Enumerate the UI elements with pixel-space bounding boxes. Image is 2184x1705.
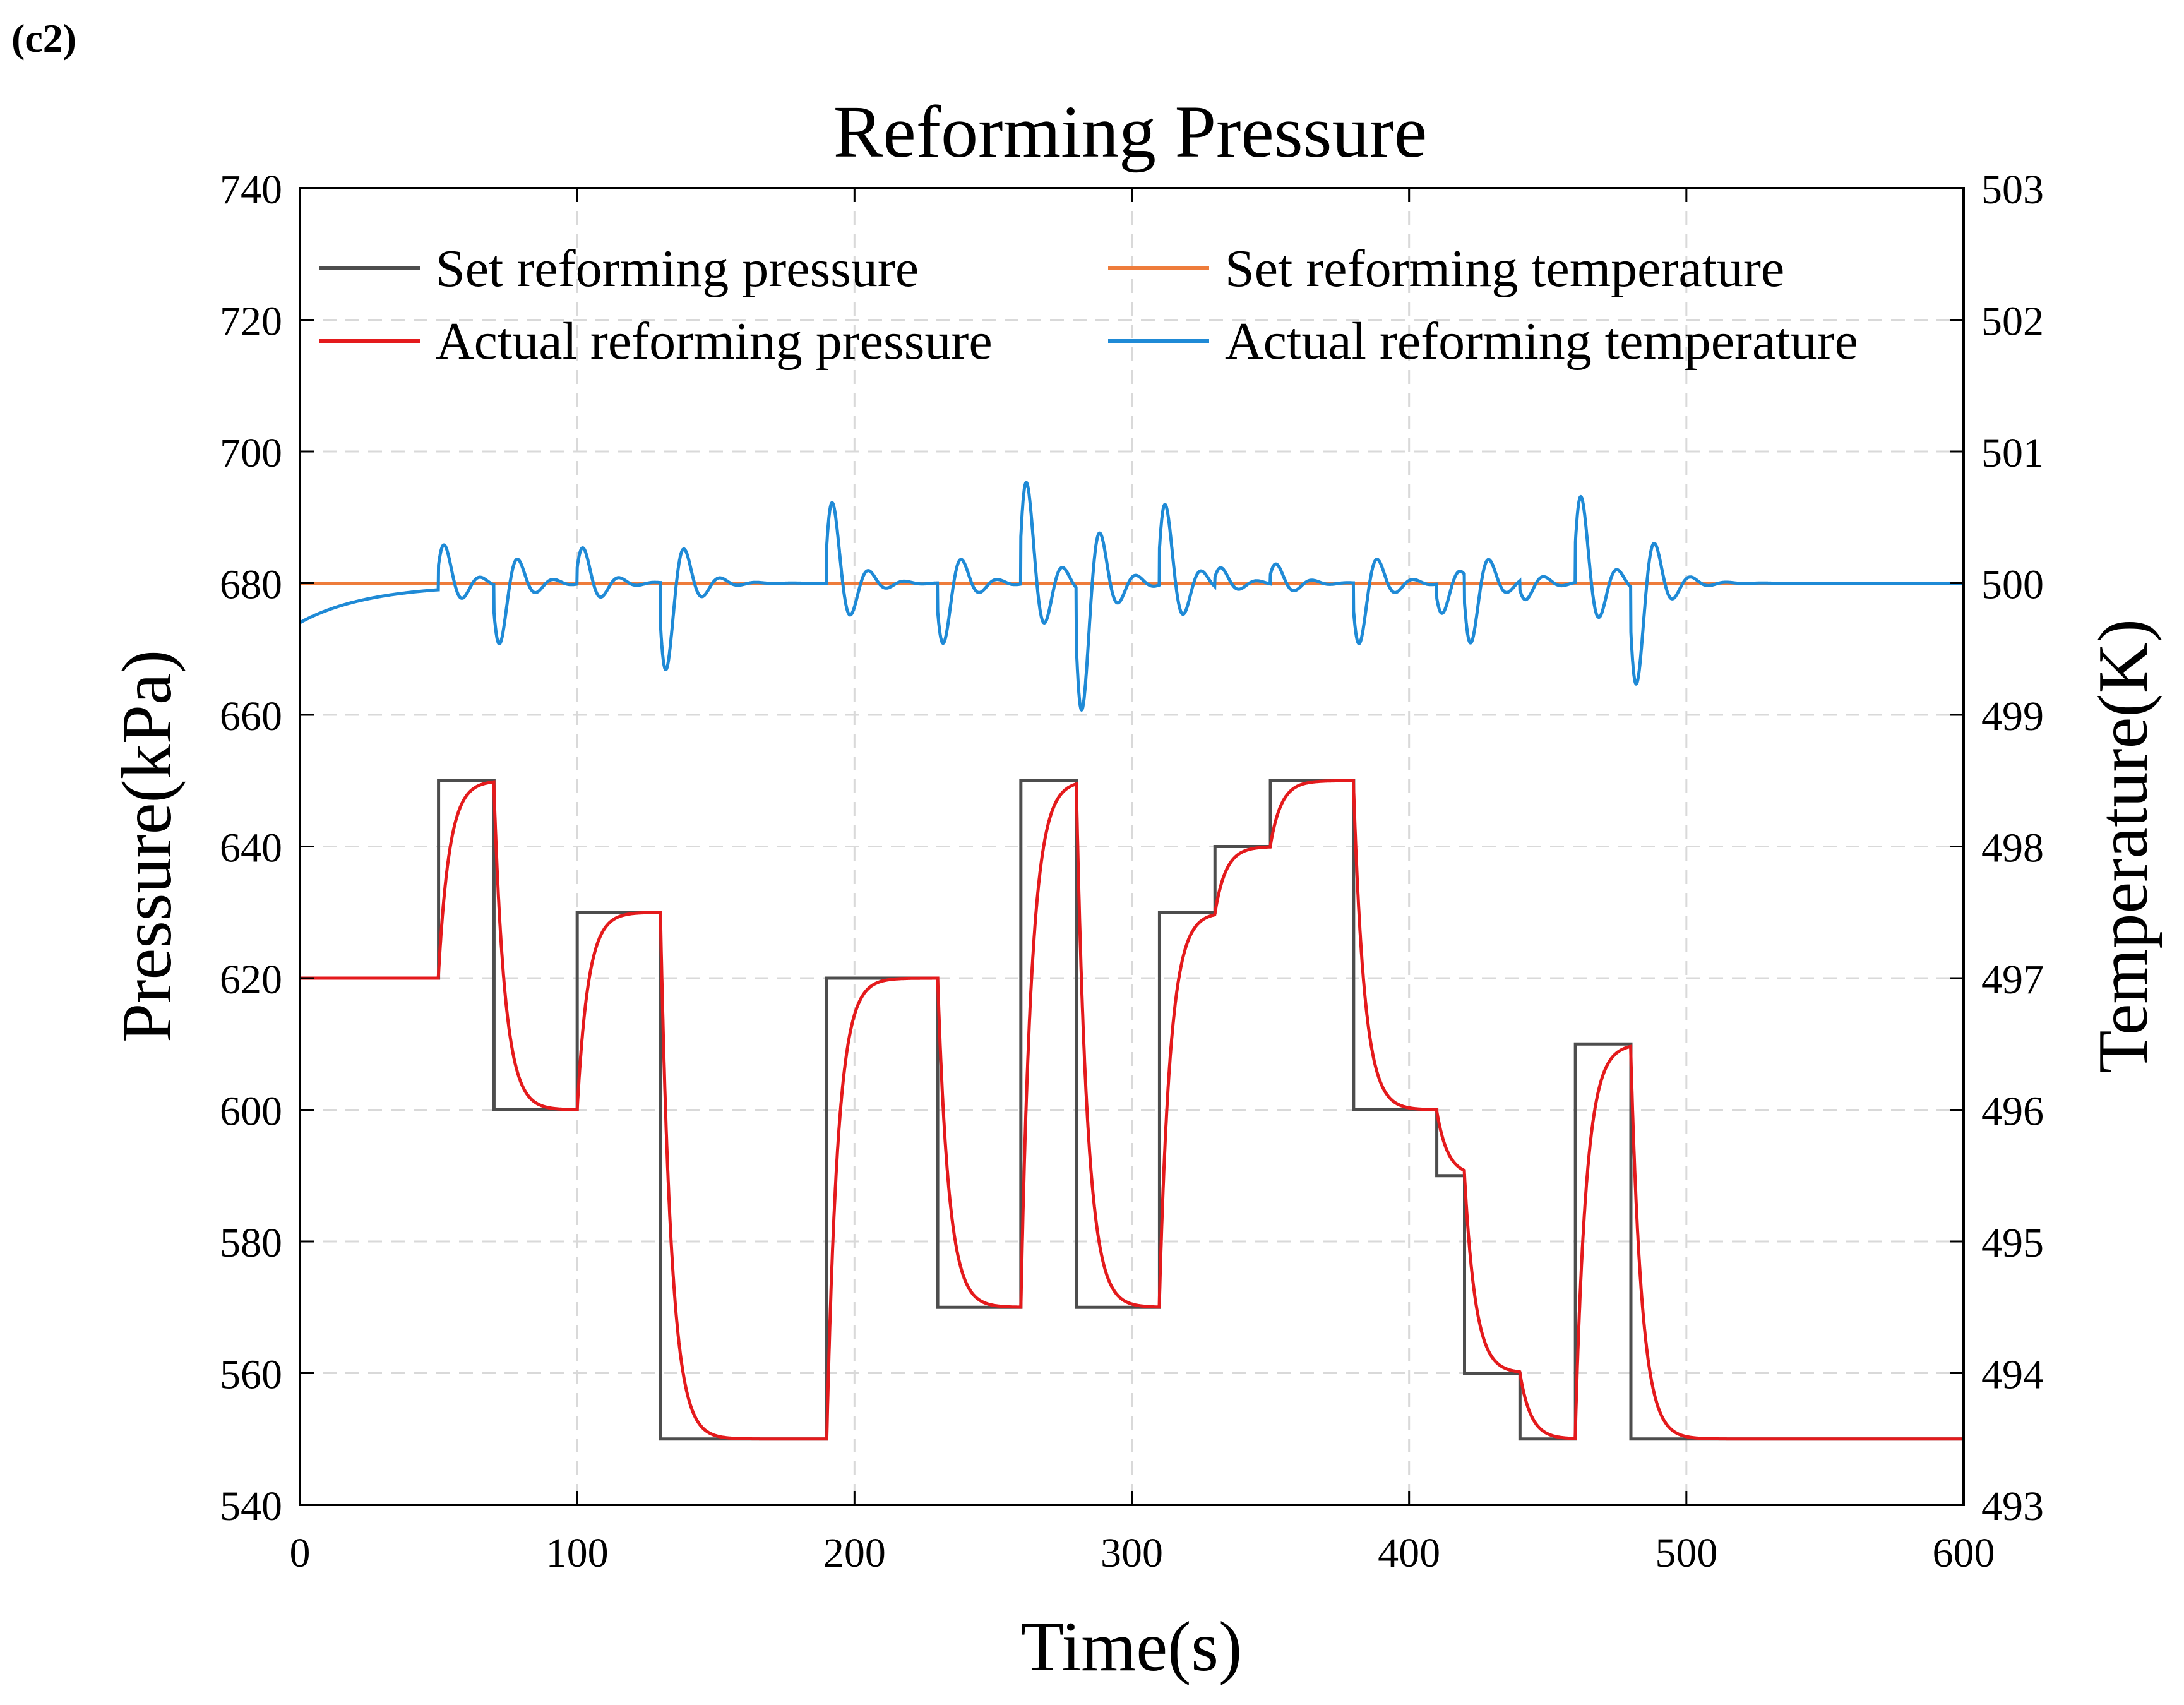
y-right-tick-label: 493 [1981,1483,2044,1529]
x-tick-label: 0 [290,1530,311,1576]
y-right-tick-label: 501 [1981,430,2044,476]
y-right-tick-label: 496 [1981,1089,2044,1135]
y-right-tick-label: 502 [1981,299,2044,345]
x-tick-label: 600 [1933,1530,1995,1576]
y-tick-label: 600 [220,1089,282,1135]
y-tick-label: 540 [220,1483,282,1529]
series-actual-reforming-pressure [300,779,1964,1441]
y-right-tick-label: 497 [1981,957,2044,1003]
y-tick-label: 660 [220,693,282,739]
legend-entry-label: Actual reforming pressure [436,312,993,371]
legend-entry-label: Set reforming temperature [1225,239,1784,298]
x-tick-label: 400 [1378,1530,1440,1576]
y-tick-label: 580 [220,1220,282,1266]
y-right-tick-label: 499 [1981,693,2044,739]
x-tick-label: 300 [1101,1530,1163,1576]
legend-entry-label: Actual reforming temperature [1225,312,1858,371]
y-tick-label: 620 [220,957,282,1003]
y-tick-label: 700 [220,430,282,476]
y-tick-label: 740 [220,167,282,213]
y-right-tick-label: 498 [1981,825,2044,871]
x-tick-label: 100 [546,1530,609,1576]
y-tick-label: 640 [220,825,282,871]
legend: Set reforming pressure Set reforming temp… [319,239,1858,371]
x-tick-label: 200 [823,1530,886,1576]
y-axis-right-title: Temperature(K) [2084,619,2163,1074]
y-right-tick-label: 500 [1981,562,2044,608]
legend-entry-label: Set reforming pressure [436,239,919,298]
y-axis-title: Pressure(kPa) [108,650,186,1043]
y-right-tick-label: 494 [1981,1352,2044,1398]
x-tick-label: 500 [1655,1530,1717,1576]
axis-ticks: 0 100 200 300 400 500 600 540 560 580 600 620 640 660… [220,167,2044,1576]
y-right-tick-label: 503 [1981,167,2044,213]
series-actual-reforming-temperature [299,481,1964,712]
series-lines [299,481,1964,1441]
chart-title: Reforming Pressure [833,90,1428,173]
y-right-tick-label: 495 [1981,1220,2044,1266]
y-tick-label: 560 [220,1352,282,1398]
series-set-reforming-pressure [300,779,1964,1441]
x-axis-title: Time(s) [1021,1608,1243,1686]
panel-label: (c2) [11,16,76,61]
y-tick-label: 680 [220,562,282,608]
y-tick-label: 720 [220,299,282,345]
